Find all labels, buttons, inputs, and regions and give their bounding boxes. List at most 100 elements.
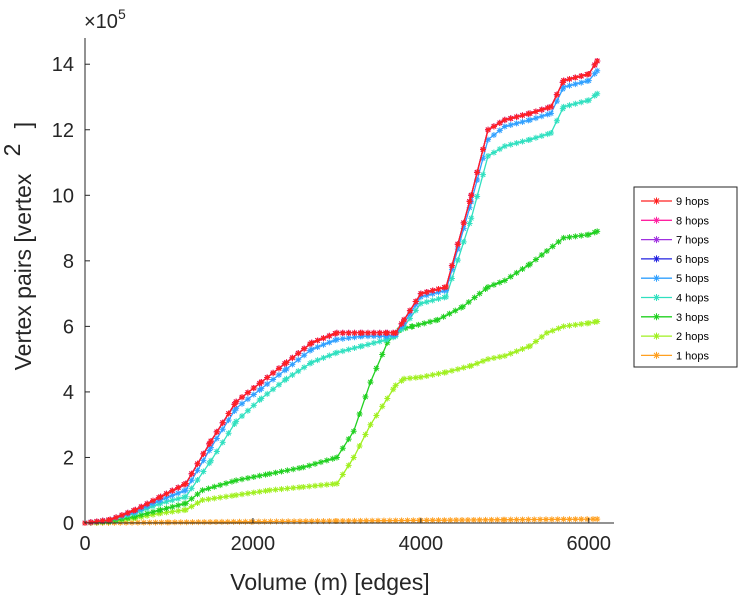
data-point [320,518,327,525]
data-point [175,502,182,509]
data-point [239,491,246,498]
data-point [367,379,374,386]
data-point [544,104,551,111]
data-point [239,400,246,407]
data-point [182,480,189,487]
data-point [339,348,346,355]
data-point [283,375,290,382]
data-point [566,82,573,89]
data-point [363,517,370,524]
data-point [549,327,556,334]
data-point [501,277,508,284]
data-point [207,444,214,451]
data-point [585,231,592,238]
data-point [272,469,279,476]
data-point [138,511,145,518]
x-tick-label: 0 [79,533,90,555]
data-point [300,464,307,471]
data-point [542,516,549,523]
y-tick-label: 0 [63,513,74,535]
data-point [157,500,164,507]
data-point [398,517,405,524]
svg-text:Vertex pairs [vertex: Vertex pairs [vertex [10,173,36,370]
data-point [513,120,520,127]
data-point [175,507,182,514]
data-point [513,516,520,523]
data-point [585,320,592,327]
data-point [496,279,503,286]
data-point [295,368,302,375]
data-point [314,357,321,364]
series-line-4-hops [84,93,598,524]
data-point [480,146,487,153]
data-point [435,286,442,293]
data-point [320,341,327,348]
data-point [207,438,214,445]
legend-label-9-hops: 9 hops [676,196,710,208]
data-point [175,484,182,491]
legend: 9 hops 8 hops 7 hops 6 hops 5 hops 4 hops 3 ho… [633,186,738,368]
data-point [339,517,346,524]
legend-label-2-hops: 2 hops [676,331,710,343]
data-point [362,393,369,400]
data-point [211,483,218,490]
data-point [284,485,291,492]
data-point [460,219,467,226]
data-point [527,261,534,268]
data-point [169,508,176,515]
legend-marker-9-hops [653,197,660,205]
data-point [525,516,532,523]
data-point [409,323,416,330]
data-point [560,84,567,91]
data-point [132,513,139,520]
data-point [242,518,249,525]
data-point [501,352,508,359]
data-point [219,419,226,426]
data-point [224,518,231,525]
data-point [594,516,601,523]
data-point [177,519,184,526]
data-point [435,517,442,524]
data-point [306,483,313,490]
data-point [199,497,206,504]
data-point [308,339,315,346]
data-point [435,289,442,296]
data-point [205,496,212,503]
legend-label-4-hops: 4 hops [676,293,710,305]
data-point [429,290,436,297]
data-point [406,375,413,382]
data-point [250,384,257,391]
data-point [417,290,424,297]
data-point [314,337,321,344]
data-point [306,462,313,469]
data-point [314,344,321,351]
data-point [559,105,566,112]
data-point [320,335,327,342]
data-point [507,141,514,148]
data-point [591,92,598,99]
data-point [279,518,286,525]
data-point [578,321,585,328]
data-point [130,507,137,514]
x-axis-label: Volume (m) [edges] [230,569,429,595]
data-point [87,519,94,526]
data-point [543,248,550,255]
data-point [207,519,214,526]
data-point [326,352,333,359]
data-point [594,90,601,97]
data-point [412,301,419,308]
data-point [401,320,408,327]
data-point [513,269,520,276]
data-point [317,459,324,466]
data-point [275,371,282,378]
data-point [584,516,591,523]
data-point [429,297,436,304]
data-point [376,338,383,345]
legend-label-6-hops: 6 hops [676,254,710,266]
data-point [538,132,545,139]
data-point [356,411,363,418]
data-point [485,284,492,291]
data-point [289,354,296,361]
data-point [213,435,220,442]
data-point [364,329,371,336]
